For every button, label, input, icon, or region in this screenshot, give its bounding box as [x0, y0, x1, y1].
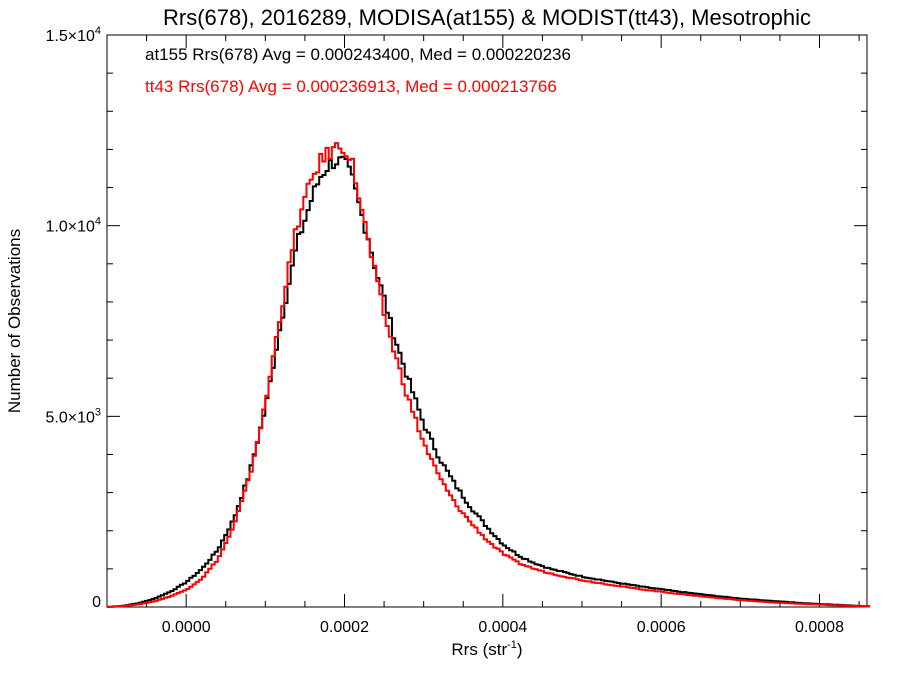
annotation-at155: at155 Rrs(678) Avg = 0.000243400, Med = …: [145, 45, 571, 64]
y-tick-label-mantissa: 5.0×10: [45, 409, 94, 426]
x-tick-label: 0.0000: [162, 619, 211, 636]
y-tick-label-mantissa: 1.0×10: [45, 219, 94, 236]
x-axis-label: Rrs (str-1): [451, 639, 522, 659]
y-tick-label-exponent: 4: [95, 216, 101, 228]
y-tick-label: 5.0×103: [45, 406, 101, 426]
y-tick-label: 0: [92, 594, 101, 611]
y-tick-label-mantissa: 1.5×10: [45, 28, 94, 45]
y-tick-label: 1.0×104: [45, 216, 101, 236]
x-axis-label-close: ): [517, 640, 523, 659]
y-tick-label-mantissa: 0: [92, 594, 101, 611]
x-axis-label-main: Rrs (str: [451, 640, 507, 659]
y-tick-label-exponent: 3: [95, 406, 101, 418]
y-tick-label: 1.5×104: [45, 25, 101, 45]
x-tick-label: 0.0002: [320, 619, 369, 636]
series-layer: [107, 142, 871, 608]
x-tick-label: 0.0008: [795, 619, 844, 636]
y-axis-label: Number of Observations: [5, 229, 24, 413]
x-tick-label: 0.0004: [478, 619, 527, 636]
annotation-tt43: tt43 Rrs(678) Avg = 0.000236913, Med = 0…: [145, 77, 557, 96]
x-axis: 0.0000 0.0002 0.0004 0.0006 0.0008: [106, 35, 860, 636]
series-tt43-line: [107, 142, 871, 608]
x-tick-label: 0.0006: [637, 619, 686, 636]
y-tick-label-exponent: 4: [95, 25, 101, 37]
plot-frame: [106, 34, 868, 608]
x-axis-label-sup: -1: [507, 639, 517, 651]
chart-title: Rrs(678), 2016289, MODISA(at155) & MODIS…: [163, 5, 811, 30]
series-at155-line: [107, 155, 871, 608]
